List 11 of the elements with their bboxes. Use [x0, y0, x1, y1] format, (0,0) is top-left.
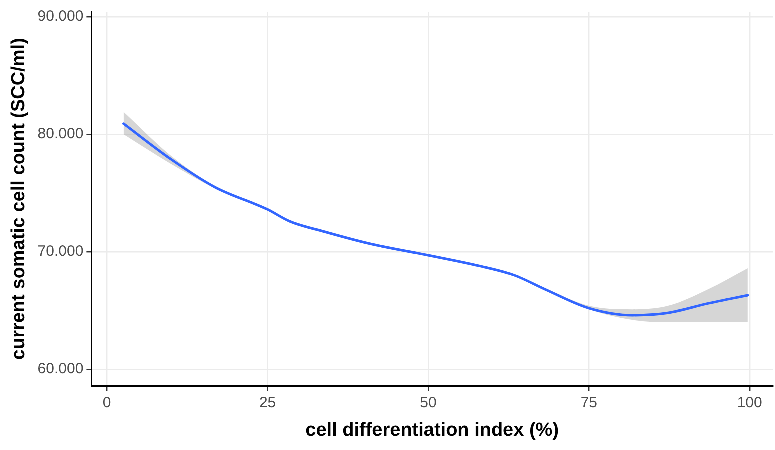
x-tick-label: 50 — [420, 394, 437, 412]
y-axis-title: current somatic cell count (SCC/ml) — [8, 38, 30, 360]
y-tick-label: 60.000 — [38, 360, 84, 378]
x-axis-title: cell differentiation index (%) — [306, 420, 560, 441]
x-tick-label: 25 — [259, 394, 276, 412]
x-tick-label: 75 — [580, 394, 598, 412]
x-tick-label: 100 — [737, 394, 762, 412]
x-tick-label: 0 — [102, 394, 112, 412]
y-tick-label: 90.000 — [38, 8, 84, 26]
y-tick-label: 70.000 — [38, 243, 84, 260]
y-tick-label: 80.000 — [38, 126, 84, 143]
